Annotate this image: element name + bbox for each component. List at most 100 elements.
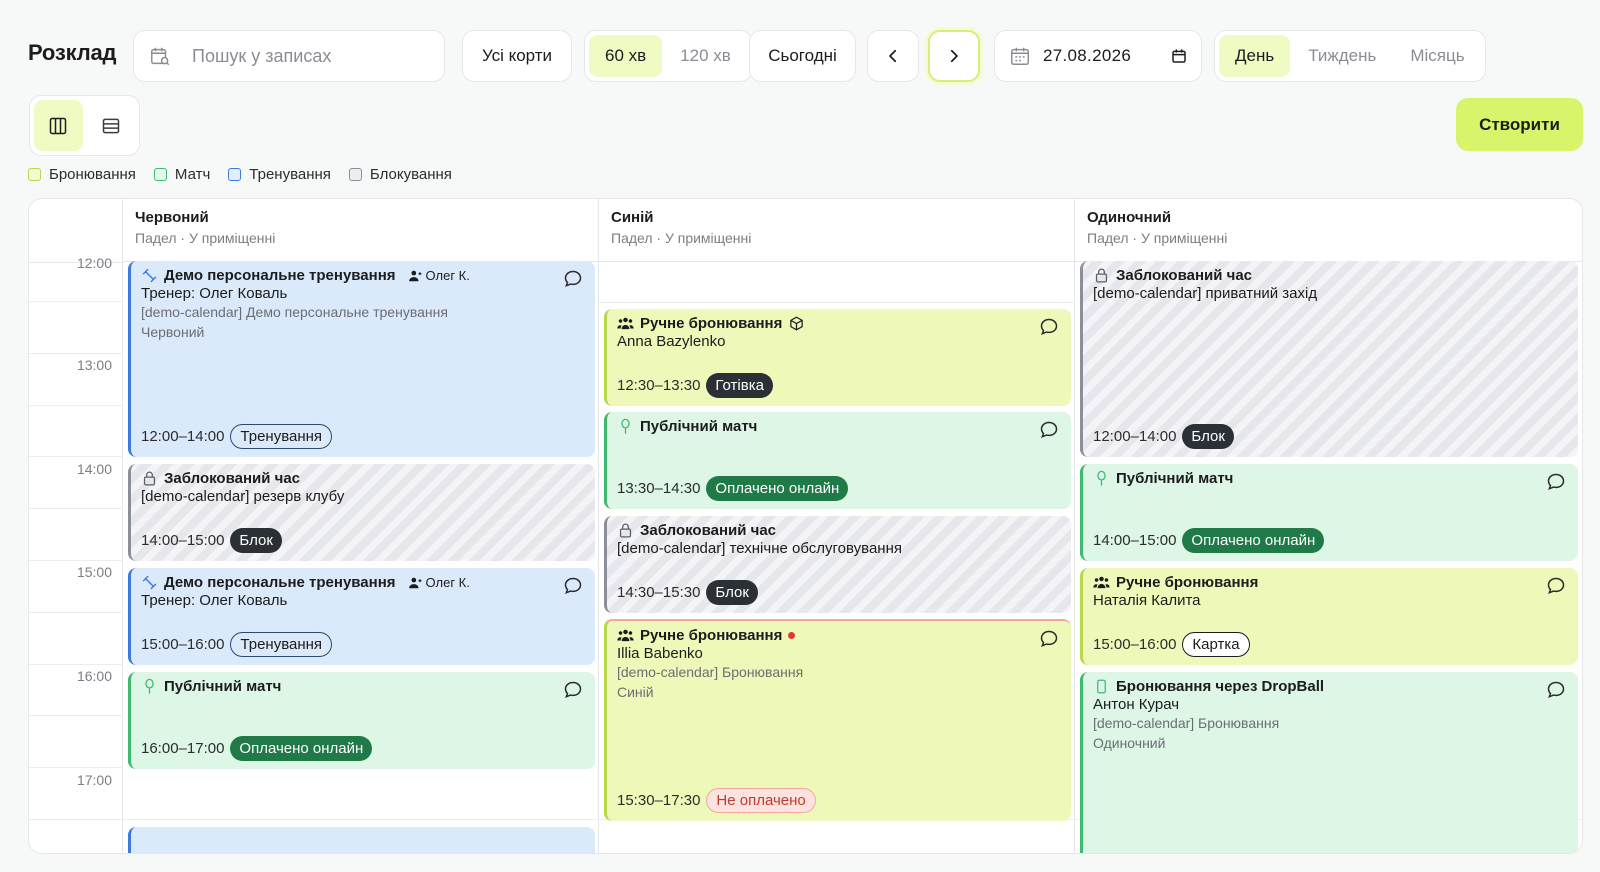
event-title: Ручне бронювання <box>640 627 783 644</box>
event-match[interactable]: Публічний матч 16:00–17:00 Оплачено онла… <box>128 672 595 769</box>
page-title: Розклад <box>28 40 117 65</box>
view-toggle: День Тиждень Місяць <box>1214 30 1486 82</box>
search-placeholder: Пошук у записах <box>192 45 332 66</box>
comment-icon[interactable] <box>1039 317 1059 337</box>
event-title-row: Демо персональне тренування Олег К. <box>141 574 585 591</box>
event-time: 16:00–17:00 <box>141 740 225 757</box>
grid-line <box>29 301 123 302</box>
event-training-partial[interactable] <box>128 827 595 853</box>
event-customer: Anna Bazylenko <box>617 333 726 350</box>
time-label: 13:00 <box>76 357 112 373</box>
lock-icon <box>1093 267 1110 284</box>
event-blocked[interactable]: Заблокований час [demo-calendar] технічн… <box>604 516 1071 613</box>
view-day-button[interactable]: День <box>1219 35 1291 77</box>
time-label: 12:00 <box>76 255 112 271</box>
court-header-blue: Синій Падел · У приміщенні <box>599 199 1075 262</box>
column-divider <box>598 199 599 853</box>
event-title: Демо персональне тренування <box>164 574 396 591</box>
comment-icon[interactable] <box>563 269 583 289</box>
grid-line <box>29 715 123 716</box>
comment-icon[interactable] <box>563 576 583 596</box>
event-court: Одиночний <box>1093 735 1166 751</box>
lock-icon <box>141 470 158 487</box>
comment-icon[interactable] <box>1546 576 1566 596</box>
event-app-booking[interactable]: Бронювання через DropBall Антон Курач [d… <box>1080 672 1578 853</box>
date-picker[interactable]: 27.08.2026 <box>994 30 1202 82</box>
event-time: 13:30–14:30 <box>617 480 701 497</box>
event-time: 14:00–15:00 <box>141 532 225 549</box>
padel-racket-icon <box>1093 470 1110 487</box>
today-button[interactable]: Сьогодні <box>749 30 856 82</box>
event-footer: 14:30–15:30 Блок <box>617 580 758 605</box>
event-description: [demo-calendar] приватний захід <box>1093 285 1318 302</box>
event-customer: Антон Курач <box>1093 696 1180 713</box>
comment-icon[interactable] <box>563 680 583 700</box>
event-training[interactable]: Демо персональне тренування Олег К. Трен… <box>128 261 595 457</box>
time-label: 17:00 <box>76 772 112 788</box>
event-customer: Illia Babenko <box>617 645 703 662</box>
trainer-name: Олег К. <box>425 268 470 283</box>
event-title-row: Публічний матч <box>617 418 1061 435</box>
calendar-picker-icon[interactable] <box>1171 48 1187 64</box>
event-footer: 15:00–16:00 Тренування <box>141 632 333 657</box>
event-blocked[interactable]: Заблокований час [demo-calendar] резерв … <box>128 464 595 561</box>
legend-item-booking: Бронювання <box>28 166 136 183</box>
comment-icon[interactable] <box>1546 472 1566 492</box>
event-footer: 12:00–14:00 Тренування <box>141 424 333 449</box>
event-booking[interactable]: Ручне бронювання Наталія Калита 15:00–16… <box>1080 568 1578 665</box>
event-title-row: Бронювання через DropBall <box>1093 678 1568 695</box>
event-title: Заблокований час <box>1116 267 1253 284</box>
chevron-right-icon <box>950 49 958 63</box>
event-title: Заблокований час <box>640 522 777 539</box>
dumbbell-icon <box>141 574 158 591</box>
date-value: 27.08.2026 <box>1043 46 1132 65</box>
create-button[interactable]: Створити <box>1456 98 1583 151</box>
event-match[interactable]: Публічний матч 14:00–15:00 Оплачено онла… <box>1080 464 1578 561</box>
event-time: 15:00–16:00 <box>1093 636 1177 653</box>
legend-swatch <box>228 168 242 181</box>
courts-filter-button[interactable]: Усі корти <box>462 30 572 82</box>
event-title: Публічний матч <box>164 678 282 695</box>
event-booking[interactable]: Ручне бронювання Anna Bazylenko 12:30–13… <box>604 309 1071 406</box>
comment-icon[interactable] <box>1039 420 1059 440</box>
columns-view-button[interactable] <box>34 100 83 151</box>
grid-line <box>29 560 123 561</box>
calendar-icon <box>1011 47 1029 65</box>
rows-view-button[interactable] <box>87 100 136 151</box>
event-title: Ручне бронювання <box>640 315 783 332</box>
status-badge: Оплачено онлайн <box>706 476 849 501</box>
grid-line <box>599 302 1075 303</box>
event-training[interactable]: Демо персональне тренування Олег К. Трен… <box>128 568 595 665</box>
search-input[interactable]: Пошук у записах <box>133 30 445 82</box>
court-name: Одиночний <box>1087 209 1172 226</box>
rows-icon <box>102 118 119 133</box>
event-time: 12:30–13:30 <box>617 377 701 394</box>
duration-60-button[interactable]: 60 хв <box>589 35 663 77</box>
lock-icon <box>617 522 634 539</box>
grid-line <box>29 353 123 354</box>
view-week-button[interactable]: Тиждень <box>1308 46 1377 65</box>
legend-swatch <box>348 168 362 181</box>
phone-icon <box>1093 678 1110 695</box>
legend: Бронювання Матч Тренування Блокування <box>28 166 452 183</box>
comment-icon[interactable] <box>1546 680 1566 700</box>
event-blocked[interactable]: Заблокований час [demo-calendar] приватн… <box>1080 261 1578 457</box>
prev-day-button[interactable] <box>867 30 919 82</box>
next-day-button[interactable] <box>928 30 980 82</box>
duration-120-button[interactable]: 120 хв <box>680 46 731 65</box>
group-icon <box>1093 574 1110 591</box>
event-booking-unpaid[interactable]: Ручне бронювання Illia Babenko [demo-cal… <box>604 619 1071 821</box>
status-badge: Блок <box>706 580 758 605</box>
event-title-row: Ручне бронювання <box>1093 574 1568 591</box>
event-footer: 12:00–14:00 Блок <box>1093 424 1234 449</box>
courts-filter-label: Усі корти <box>481 46 553 65</box>
comment-icon[interactable] <box>1039 629 1059 649</box>
unpaid-indicator-dot <box>788 632 796 639</box>
court-subtitle: Падел · У приміщенні <box>1087 230 1228 246</box>
event-match[interactable]: Публічний матч 13:30–14:30 Оплачено онла… <box>604 412 1071 509</box>
event-time: 15:00–16:00 <box>141 636 225 653</box>
trainer-chip: Олег К. <box>408 575 470 590</box>
view-month-button[interactable]: Місяць <box>1410 46 1465 65</box>
legend-label: Тренування <box>249 166 331 183</box>
status-badge: Тренування <box>230 424 333 449</box>
